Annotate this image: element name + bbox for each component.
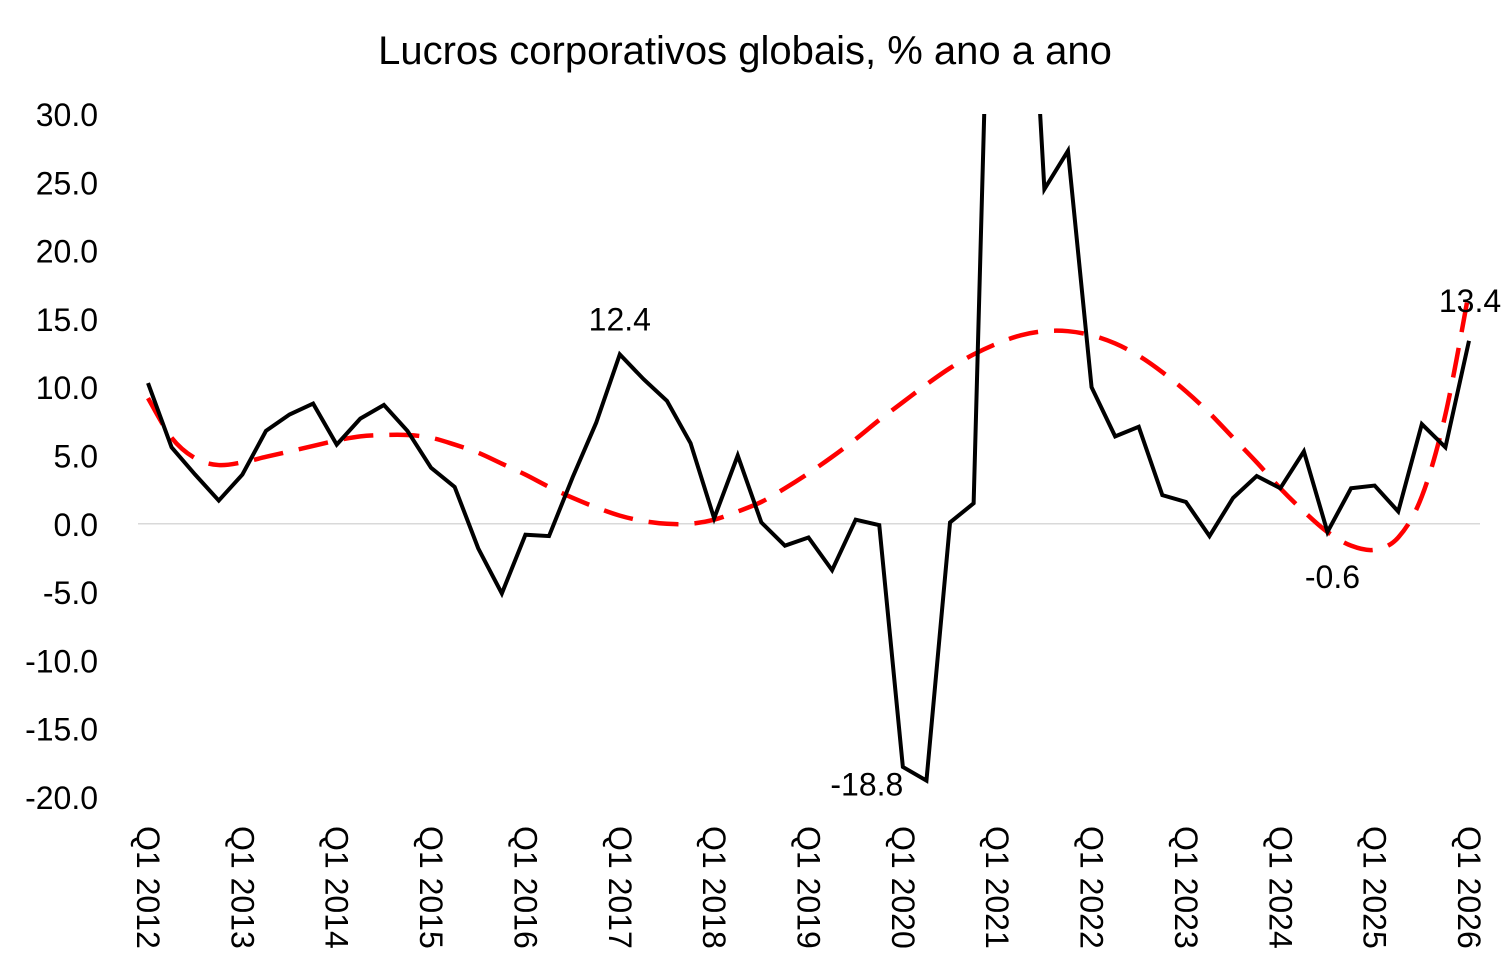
y-axis: 30.0 25.0 20.0 15.0 10.0 5.0 0.0 -5.0 -10.0 -15.0… xyxy=(25,97,98,816)
y-tick-label: 5.0 xyxy=(54,439,98,475)
x-tick-label: Q1 2014 xyxy=(319,826,355,949)
data-label: -18.8 xyxy=(830,767,903,803)
y-tick-label: -10.0 xyxy=(25,643,98,679)
series-layer xyxy=(146,114,1472,784)
x-tick-label: Q1 2020 xyxy=(885,826,921,949)
data-label: 13.4 xyxy=(1439,283,1501,319)
x-tick-label: Q1 2021 xyxy=(979,826,1015,949)
x-tick-label: Q1 2012 xyxy=(130,826,166,949)
y-tick-label: 0.0 xyxy=(54,507,98,543)
y-tick-label: 20.0 xyxy=(36,234,98,270)
x-tick-label: Q1 2024 xyxy=(1262,826,1298,949)
chart-title: Lucros corporativos globais, % ano a ano xyxy=(378,29,1112,73)
x-tick-label: Q1 2022 xyxy=(1074,826,1110,949)
y-tick-label: 10.0 xyxy=(36,370,98,406)
y-tick-label: -15.0 xyxy=(25,712,98,748)
y-tick-label: -20.0 xyxy=(25,780,98,816)
trend-series-line xyxy=(146,291,1472,553)
x-tick-label: Q1 2013 xyxy=(224,826,260,949)
x-tick-label: Q1 2019 xyxy=(791,826,827,949)
annotations: 12.4 -18.8 -0.6 13.4 xyxy=(589,283,1501,803)
x-tick-label: Q1 2025 xyxy=(1357,826,1393,949)
x-tick-label: Q1 2018 xyxy=(696,826,732,949)
x-tick-label: Q1 2023 xyxy=(1168,826,1204,949)
x-axis: Q1 2012 Q1 2013 Q1 2014 Q1 2015 Q1 2016 Q1 20… xyxy=(130,826,1487,949)
y-tick-label: -5.0 xyxy=(43,575,98,611)
x-tick-label: Q1 2017 xyxy=(602,826,638,949)
actual-series-line xyxy=(146,114,1471,784)
y-tick-label: 25.0 xyxy=(36,165,98,201)
y-tick-label: 30.0 xyxy=(36,97,98,133)
data-label: -0.6 xyxy=(1305,559,1360,595)
y-tick-label: 15.0 xyxy=(36,302,98,338)
x-tick-label: Q1 2026 xyxy=(1451,826,1487,949)
data-label: 12.4 xyxy=(589,301,651,337)
x-tick-label: Q1 2016 xyxy=(507,826,543,949)
x-tick-label: Q1 2015 xyxy=(413,826,449,949)
